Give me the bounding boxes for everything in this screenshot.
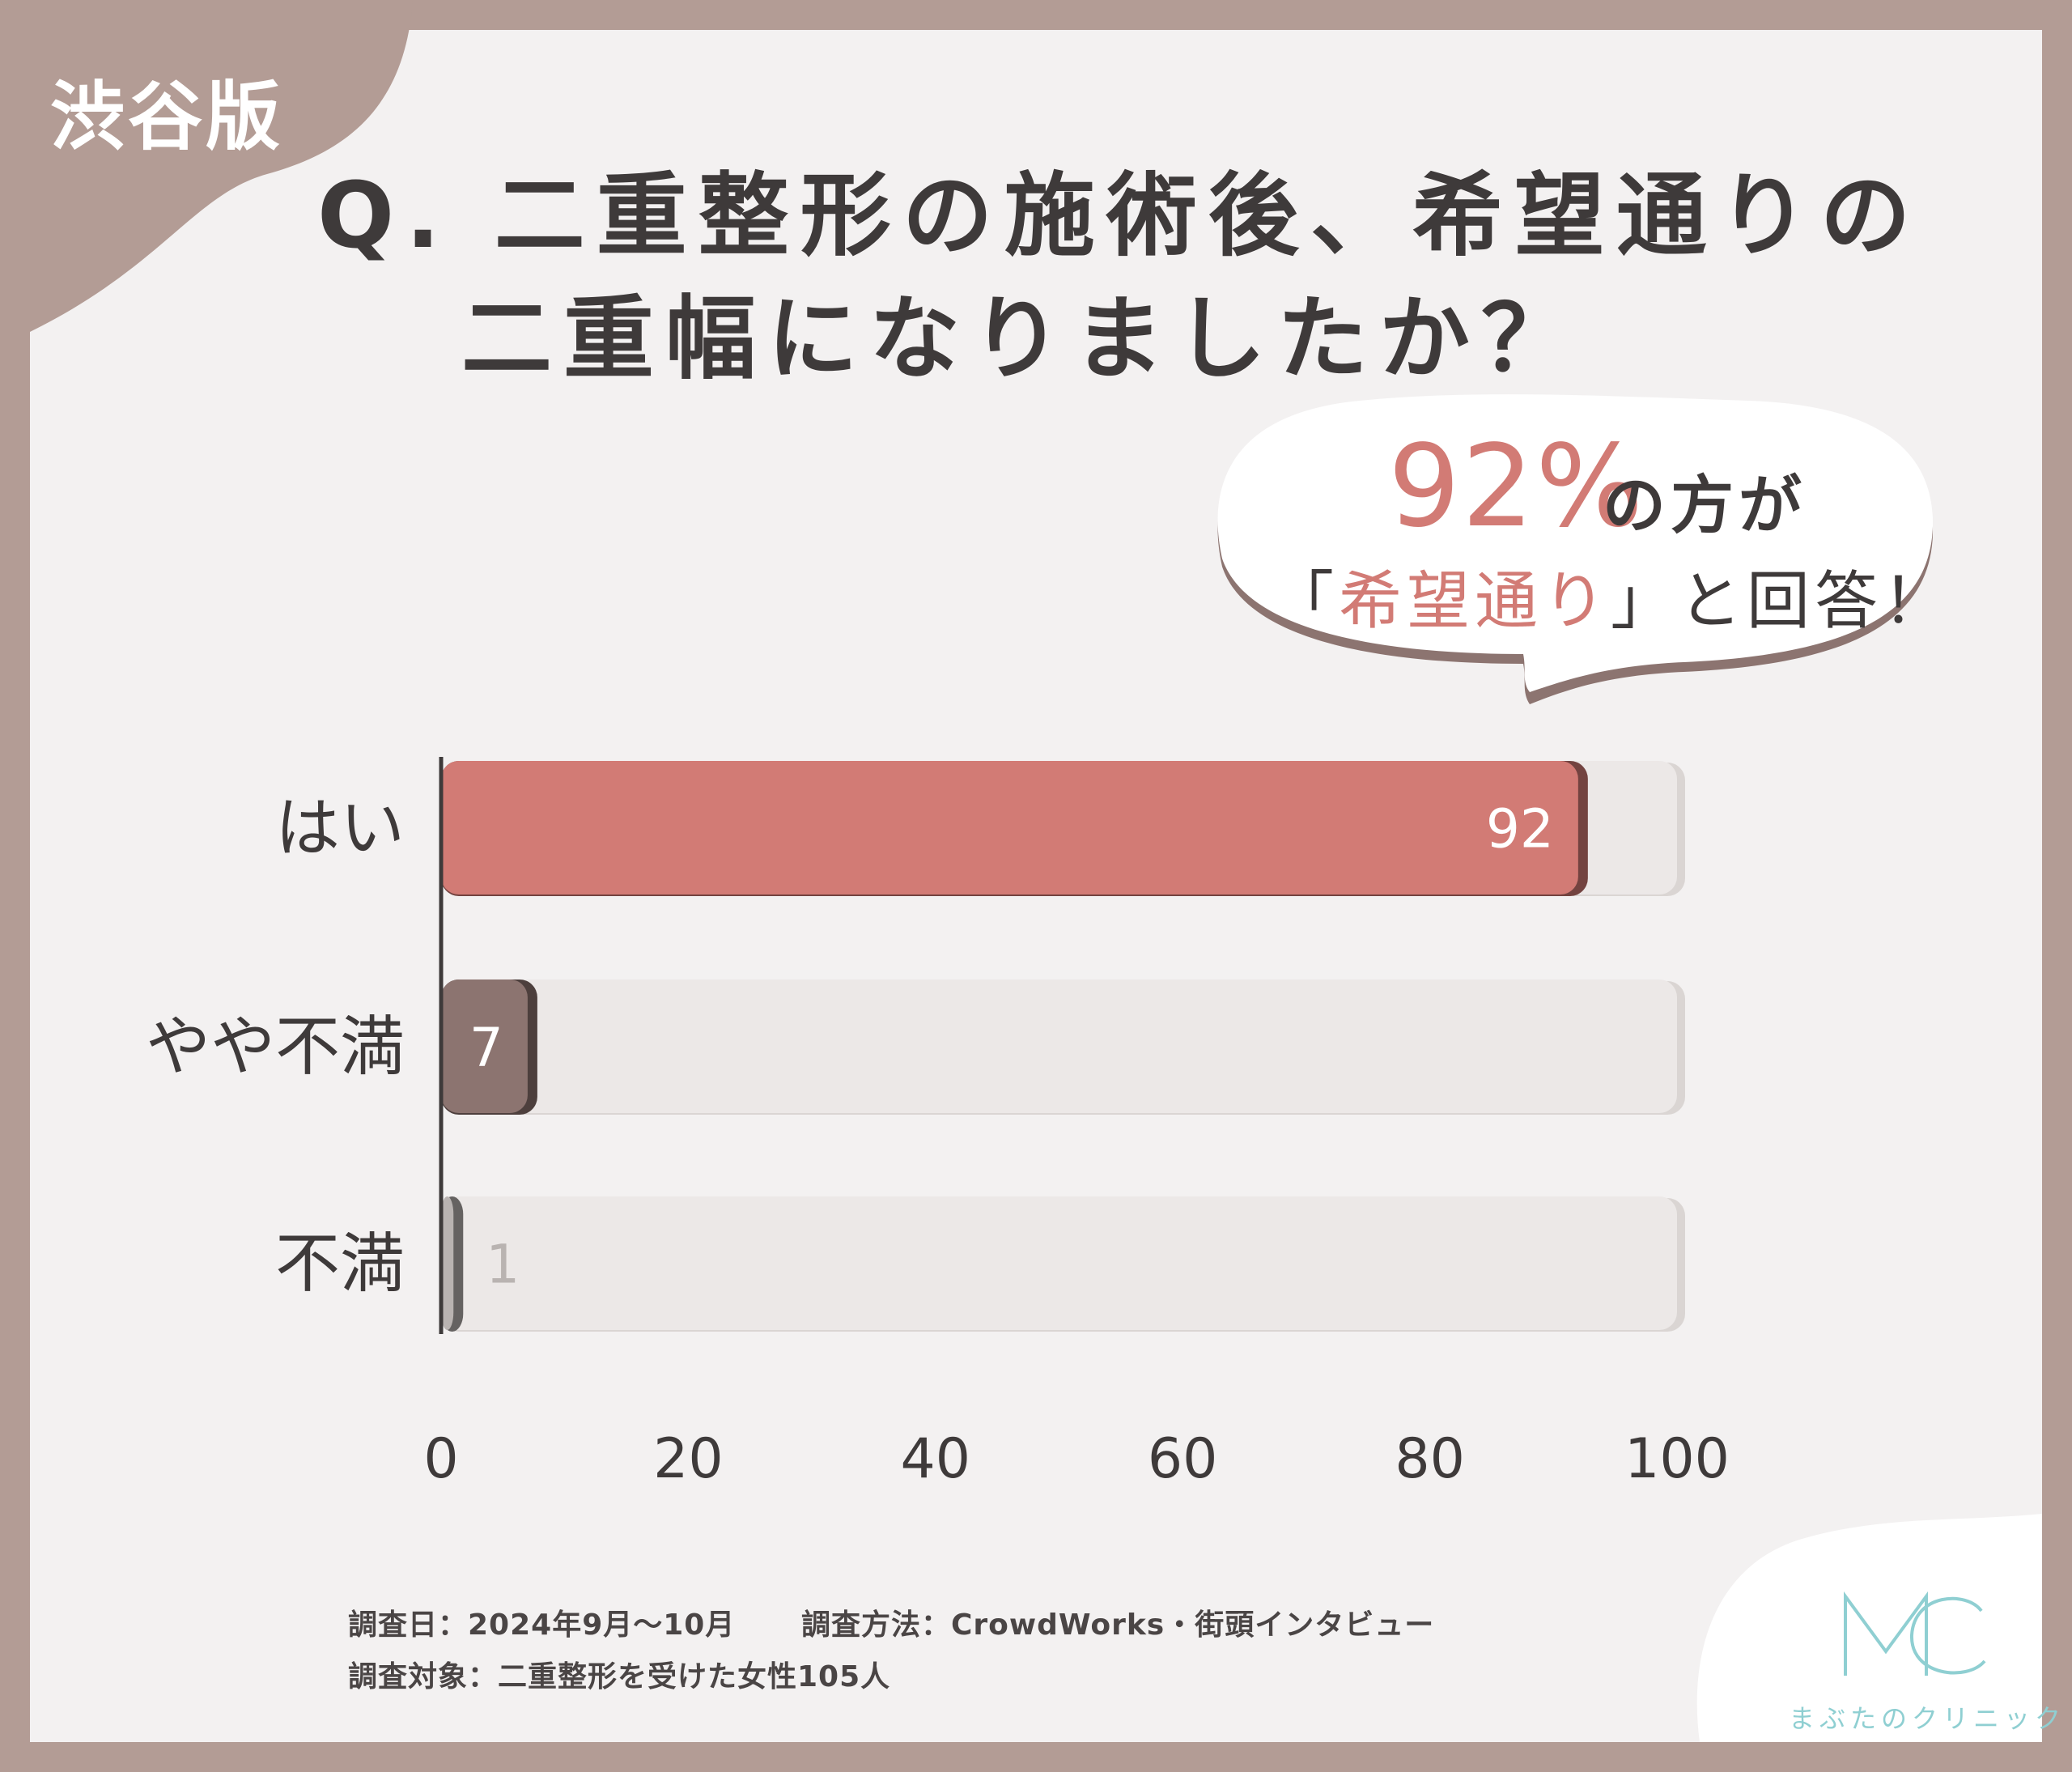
survey-date: 調査日：2024年9月〜10月 xyxy=(348,1608,736,1642)
x-tick-label: 40 xyxy=(901,1427,971,1491)
clinic-logo-icon xyxy=(1844,1591,1986,1676)
x-tick-label: 80 xyxy=(1395,1427,1465,1491)
survey-method: 調査方法：CrowdWorks・街頭インタビュー xyxy=(801,1608,1435,1642)
callout-highlight: 希望通り xyxy=(1339,565,1611,638)
data-label: 1 xyxy=(486,1234,520,1296)
bar xyxy=(441,761,1578,894)
data-label: 92 xyxy=(1486,798,1554,861)
category-label: 不満 xyxy=(275,1226,405,1302)
x-tick-label: 0 xyxy=(423,1427,458,1491)
callout-line-1-suffix: の方が xyxy=(1603,470,1807,542)
callout-open-bracket: 「 xyxy=(1271,565,1340,638)
x-tick-label: 60 xyxy=(1148,1427,1218,1491)
corner-badge-shape xyxy=(0,0,413,332)
bar xyxy=(441,979,528,1113)
callout-percent: 92% xyxy=(1388,421,1645,553)
callout-close-text: 」と回答！ xyxy=(1611,565,1951,638)
callout-bubble xyxy=(1217,394,1934,704)
x-tick-label: 20 xyxy=(653,1427,724,1491)
bar xyxy=(441,1196,454,1330)
data-label: 7 xyxy=(469,1017,503,1079)
clinic-name: まぶたのクリニック xyxy=(1789,1703,2066,1734)
x-tick-label: 100 xyxy=(1624,1427,1730,1491)
category-label: はい xyxy=(275,791,405,866)
category-label: やや不満 xyxy=(146,1009,405,1085)
bar-track xyxy=(441,979,1677,1113)
question-title-line-1: Q. 二重整形の施術後、希望通りの xyxy=(317,164,1922,269)
bar-chart: はい 92 やや不満 7 不満 1 0 20 40 60 80 100 xyxy=(146,757,1730,1491)
callout-line-2: 「希望通り」と回答！ xyxy=(1271,550,1951,641)
region-badge: 渋谷版 xyxy=(50,74,284,160)
survey-target: 調査対象：二重整形を受けた女性105人 xyxy=(348,1660,891,1693)
bar-track xyxy=(441,1196,1677,1330)
question-title-line-2: 二重幅になりましたか？ xyxy=(461,287,1583,392)
